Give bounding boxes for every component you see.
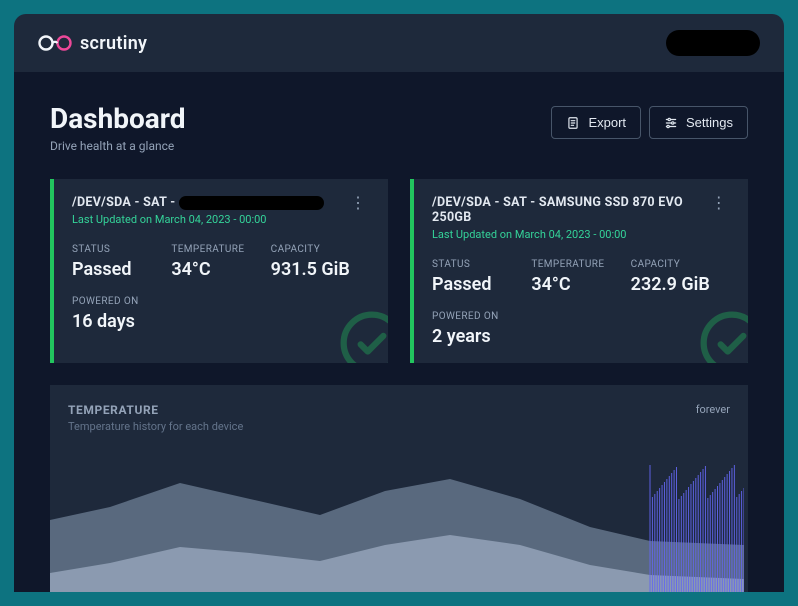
chart-header: TEMPERATURE Temperature history for each… — [68, 403, 730, 433]
temperature-chart-panel: TEMPERATURE Temperature history for each… — [50, 385, 748, 592]
settings-label: Settings — [686, 115, 733, 130]
drive-titles: /DEV/SDA - SAT - SAMSUNG SSD 870 EVO 250… — [432, 195, 708, 241]
drive-updated: Last Updated on March 04, 2023 - 00:00 — [72, 213, 324, 226]
drive-name-prefix: /DEV/SDA - SAT - — [72, 195, 175, 210]
stat-value: 34°C — [531, 274, 630, 295]
page-header: Dashboard Drive health at a glance Expor… — [50, 102, 748, 153]
stat-temperature: TEMPERATURE 34°C — [531, 259, 630, 295]
stat-status: STATUS Passed — [72, 244, 171, 280]
stat-value: 232.9 GiB — [631, 274, 730, 295]
drive-name: /DEV/SDA - SAT - — [72, 195, 324, 210]
drive-card-head: /DEV/SDA - SAT - Last Updated on March 0… — [72, 195, 370, 226]
export-button[interactable]: Export — [551, 106, 641, 139]
chart-titles: TEMPERATURE Temperature history for each… — [68, 403, 243, 433]
export-icon — [566, 116, 580, 130]
stat-value: 34°C — [171, 259, 270, 280]
drive-name-redacted — [179, 196, 324, 210]
page-header-titles: Dashboard Drive health at a glance — [50, 102, 186, 153]
drive-more-button[interactable]: ⋮ — [346, 195, 370, 211]
chart-subtitle: Temperature history for each device — [68, 420, 243, 433]
drive-stats: STATUS Passed TEMPERATURE 34°C CAPACITY … — [72, 244, 370, 332]
stat-label: TEMPERATURE — [171, 244, 270, 255]
drive-card-head: /DEV/SDA - SAT - SAMSUNG SSD 870 EVO 250… — [432, 195, 730, 241]
stat-capacity: CAPACITY 232.9 GiB — [631, 259, 730, 295]
stat-value: 16 days — [72, 311, 171, 332]
page-actions: Export Settings — [551, 106, 748, 139]
topbar-right-pill[interactable] — [666, 30, 760, 56]
drive-titles: /DEV/SDA - SAT - Last Updated on March 0… — [72, 195, 324, 226]
page-subtitle: Drive health at a glance — [50, 139, 186, 153]
chart-range-selector[interactable]: forever — [696, 403, 730, 416]
app-window: scrutiny Dashboard Drive health at a gla… — [14, 14, 784, 592]
stat-value: 931.5 GiB — [271, 259, 370, 280]
drive-card[interactable]: /DEV/SDA - SAT - SAMSUNG SSD 870 EVO 250… — [410, 179, 748, 363]
stat-temperature: TEMPERATURE 34°C — [171, 244, 270, 280]
stat-label: CAPACITY — [631, 259, 730, 270]
settings-button[interactable]: Settings — [649, 106, 748, 139]
stat-powered: POWERED ON 2 years — [432, 311, 531, 347]
drive-cards: /DEV/SDA - SAT - Last Updated on March 0… — [50, 179, 748, 363]
stat-label: STATUS — [432, 259, 531, 270]
glasses-icon — [38, 34, 72, 52]
drive-stats: STATUS Passed TEMPERATURE 34°C CAPACITY … — [432, 259, 730, 347]
drive-card[interactable]: /DEV/SDA - SAT - Last Updated on March 0… — [50, 179, 388, 363]
stat-label: POWERED ON — [432, 311, 531, 322]
stat-powered: POWERED ON 16 days — [72, 296, 171, 332]
main-area: Dashboard Drive health at a glance Expor… — [14, 72, 784, 592]
stat-capacity: CAPACITY 931.5 GiB — [271, 244, 370, 280]
export-label: Export — [588, 115, 626, 130]
drive-name: /DEV/SDA - SAT - SAMSUNG SSD 870 EVO 250… — [432, 195, 708, 225]
brand-name: scrutiny — [80, 33, 147, 54]
temperature-chart — [50, 445, 744, 592]
drive-updated: Last Updated on March 04, 2023 - 00:00 — [432, 228, 708, 241]
stat-value: 2 years — [432, 326, 531, 347]
stat-label: STATUS — [72, 244, 171, 255]
topbar: scrutiny — [14, 14, 784, 72]
stat-label: CAPACITY — [271, 244, 370, 255]
sliders-icon — [664, 116, 678, 130]
stat-value: Passed — [72, 259, 171, 280]
stat-value: Passed — [432, 274, 531, 295]
page-title: Dashboard — [50, 102, 186, 135]
drive-more-button[interactable]: ⋮ — [708, 195, 731, 211]
check-circle-icon — [338, 309, 388, 363]
stat-status: STATUS Passed — [432, 259, 531, 295]
stat-label: TEMPERATURE — [531, 259, 630, 270]
check-circle-icon — [698, 309, 748, 363]
stat-label: POWERED ON — [72, 296, 171, 307]
brand: scrutiny — [38, 33, 147, 54]
chart-title: TEMPERATURE — [68, 403, 243, 417]
